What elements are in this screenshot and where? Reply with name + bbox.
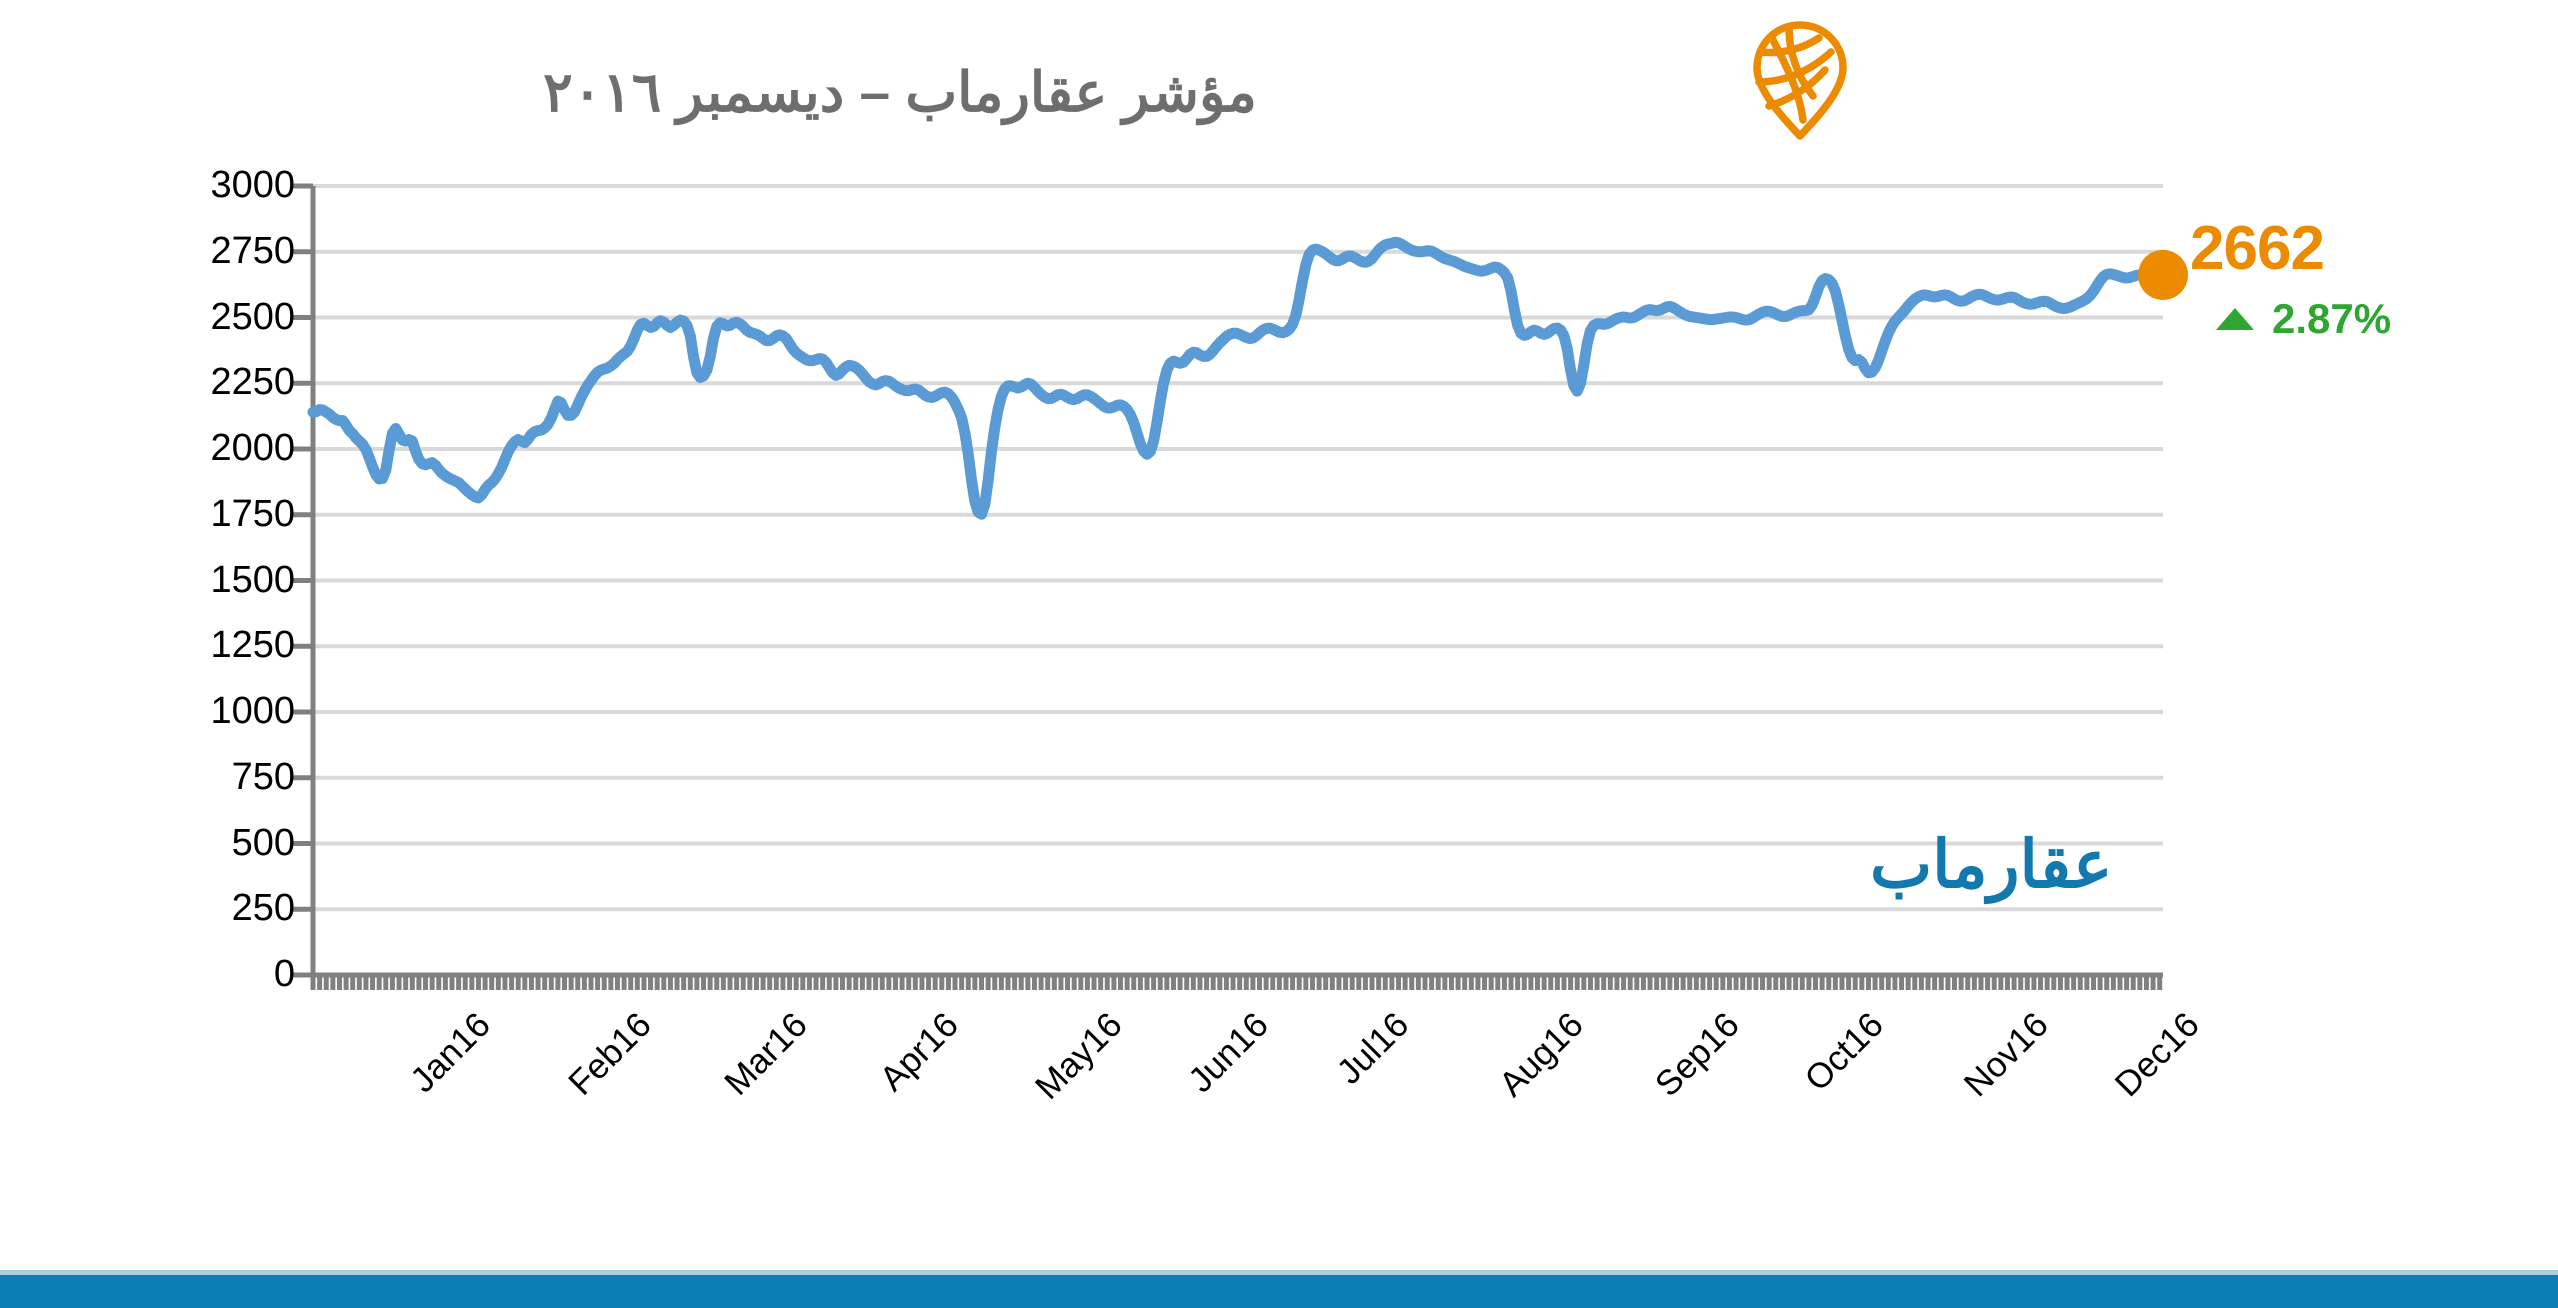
triangle-up-icon: [2216, 308, 2254, 330]
x-axis-tick-label: Jun16: [1181, 1005, 1277, 1101]
y-axis-tick-label: 2000: [210, 427, 295, 469]
y-axis-tick-label: 1500: [210, 558, 295, 601]
x-axis-tick-label: Jan16: [402, 1005, 498, 1101]
y-axis-tick-label: 2500: [210, 295, 295, 338]
footer-rule: [0, 1270, 2558, 1275]
x-axis-minor-ticks: [310, 975, 2163, 990]
y-axis-ticks: [291, 183, 313, 978]
x-axis-tick-label: Jul16: [1329, 1005, 1417, 1092]
change-row: 2.87%: [2216, 298, 2520, 340]
x-axis-tick-label: May16: [1027, 1005, 1130, 1107]
y-axis-tick-label: 2750: [210, 229, 295, 272]
y-axis-tick-label: 1250: [210, 624, 295, 667]
y-axis-tick-label: 0: [273, 953, 295, 995]
aqarmap-map-pin-logo: [1745, 18, 1855, 143]
x-axis-tick-label: Apr16: [872, 1005, 967, 1099]
x-axis-tick-label: Feb16: [560, 1005, 659, 1103]
change-percent-label: 2.87%: [2272, 295, 2392, 342]
x-axis-tick-label: Mar16: [717, 1005, 816, 1103]
end-point-marker: [2138, 249, 2188, 300]
x-axis-tick-label: Aug16: [1491, 1005, 1591, 1105]
index-value-label: 2662: [2190, 214, 2325, 283]
y-axis-labels: 3000 2750 2500 2250 2000 1750 1500 1250 1000 750 5…: [155, 0, 295, 1000]
x-axis-tick-label: Oct16: [1797, 1005, 1892, 1099]
line-chart-svg: [291, 183, 2188, 990]
end-value-callout: 2662 2.87%: [2190, 218, 2520, 340]
y-axis-tick-label: 3000: [210, 164, 295, 206]
x-axis-tick-label: Sep16: [1648, 1005, 1748, 1105]
y-axis-tick-label: 500: [231, 821, 295, 864]
y-axis-tick-label: 2250: [210, 361, 295, 404]
y-axis-tick-label: 1750: [210, 492, 295, 535]
y-axis-tick-label: 250: [231, 887, 295, 930]
y-axis-tick-label: 1000: [210, 690, 295, 732]
x-axis-tick-label: Dec16: [2108, 1005, 2208, 1105]
aqarmap-watermark: عقارماب: [1870, 827, 2113, 901]
footer-bar: [0, 1275, 2558, 1308]
index-series-line: [307, 236, 2169, 520]
chart-plot-area: 3000 2750 2500 2250 2000 1750 1500 1250 1000 750 5…: [155, 0, 2208, 1107]
y-axis-tick-label: 750: [231, 755, 295, 798]
x-axis-tick-label: Nov16: [1956, 1005, 2056, 1105]
x-axis-labels: Jan16 Feb16 Mar16 Apr16 May16 Jun16 Jul16 Aug16…: [402, 1005, 2208, 1107]
page-title: مؤشر عقارماب – ديسمبر ٢٠١٦: [543, 61, 1257, 123]
